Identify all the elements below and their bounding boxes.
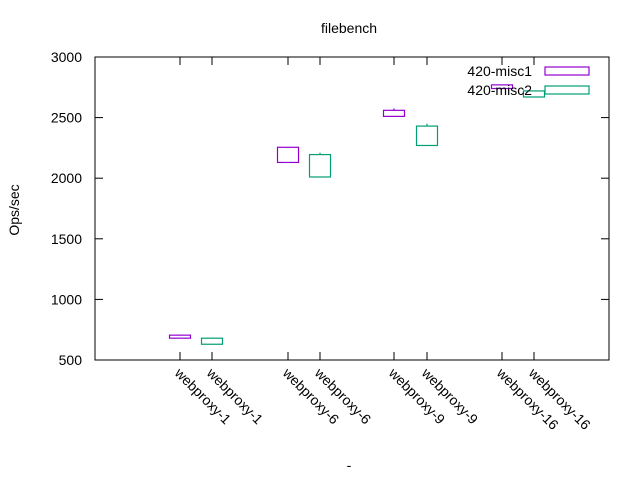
legend-swatch [544, 66, 590, 76]
y-tick-label: 500 [59, 352, 83, 368]
y-tick-label: 3000 [51, 49, 82, 65]
y-tick-label: 1500 [51, 231, 82, 247]
legend-label: 420-misc1 [467, 63, 532, 79]
chart-title: filebench [321, 20, 377, 36]
legend: 420-misc1 420-misc2 [467, 63, 590, 98]
legend-label: 420-misc2 [467, 82, 532, 98]
y-tick-label: 2500 [51, 110, 82, 126]
candle-box [490, 84, 514, 90]
candle-box [308, 153, 332, 178]
plot-frame [94, 56, 610, 361]
chart-marks [168, 84, 546, 345]
candle-box [200, 337, 224, 345]
candle-box [415, 125, 439, 147]
legend-swatch [544, 85, 590, 95]
x-axis-label: - [347, 457, 352, 473]
y-axis-label: Ops/sec [6, 184, 22, 235]
candle-box [382, 109, 406, 117]
candle-box [276, 146, 300, 164]
axes: 50010001500200025003000webproxy-1webprox… [51, 49, 610, 433]
y-tick-label: 1000 [51, 291, 82, 307]
y-tick-label: 2000 [51, 170, 82, 186]
candle-box [168, 334, 192, 339]
